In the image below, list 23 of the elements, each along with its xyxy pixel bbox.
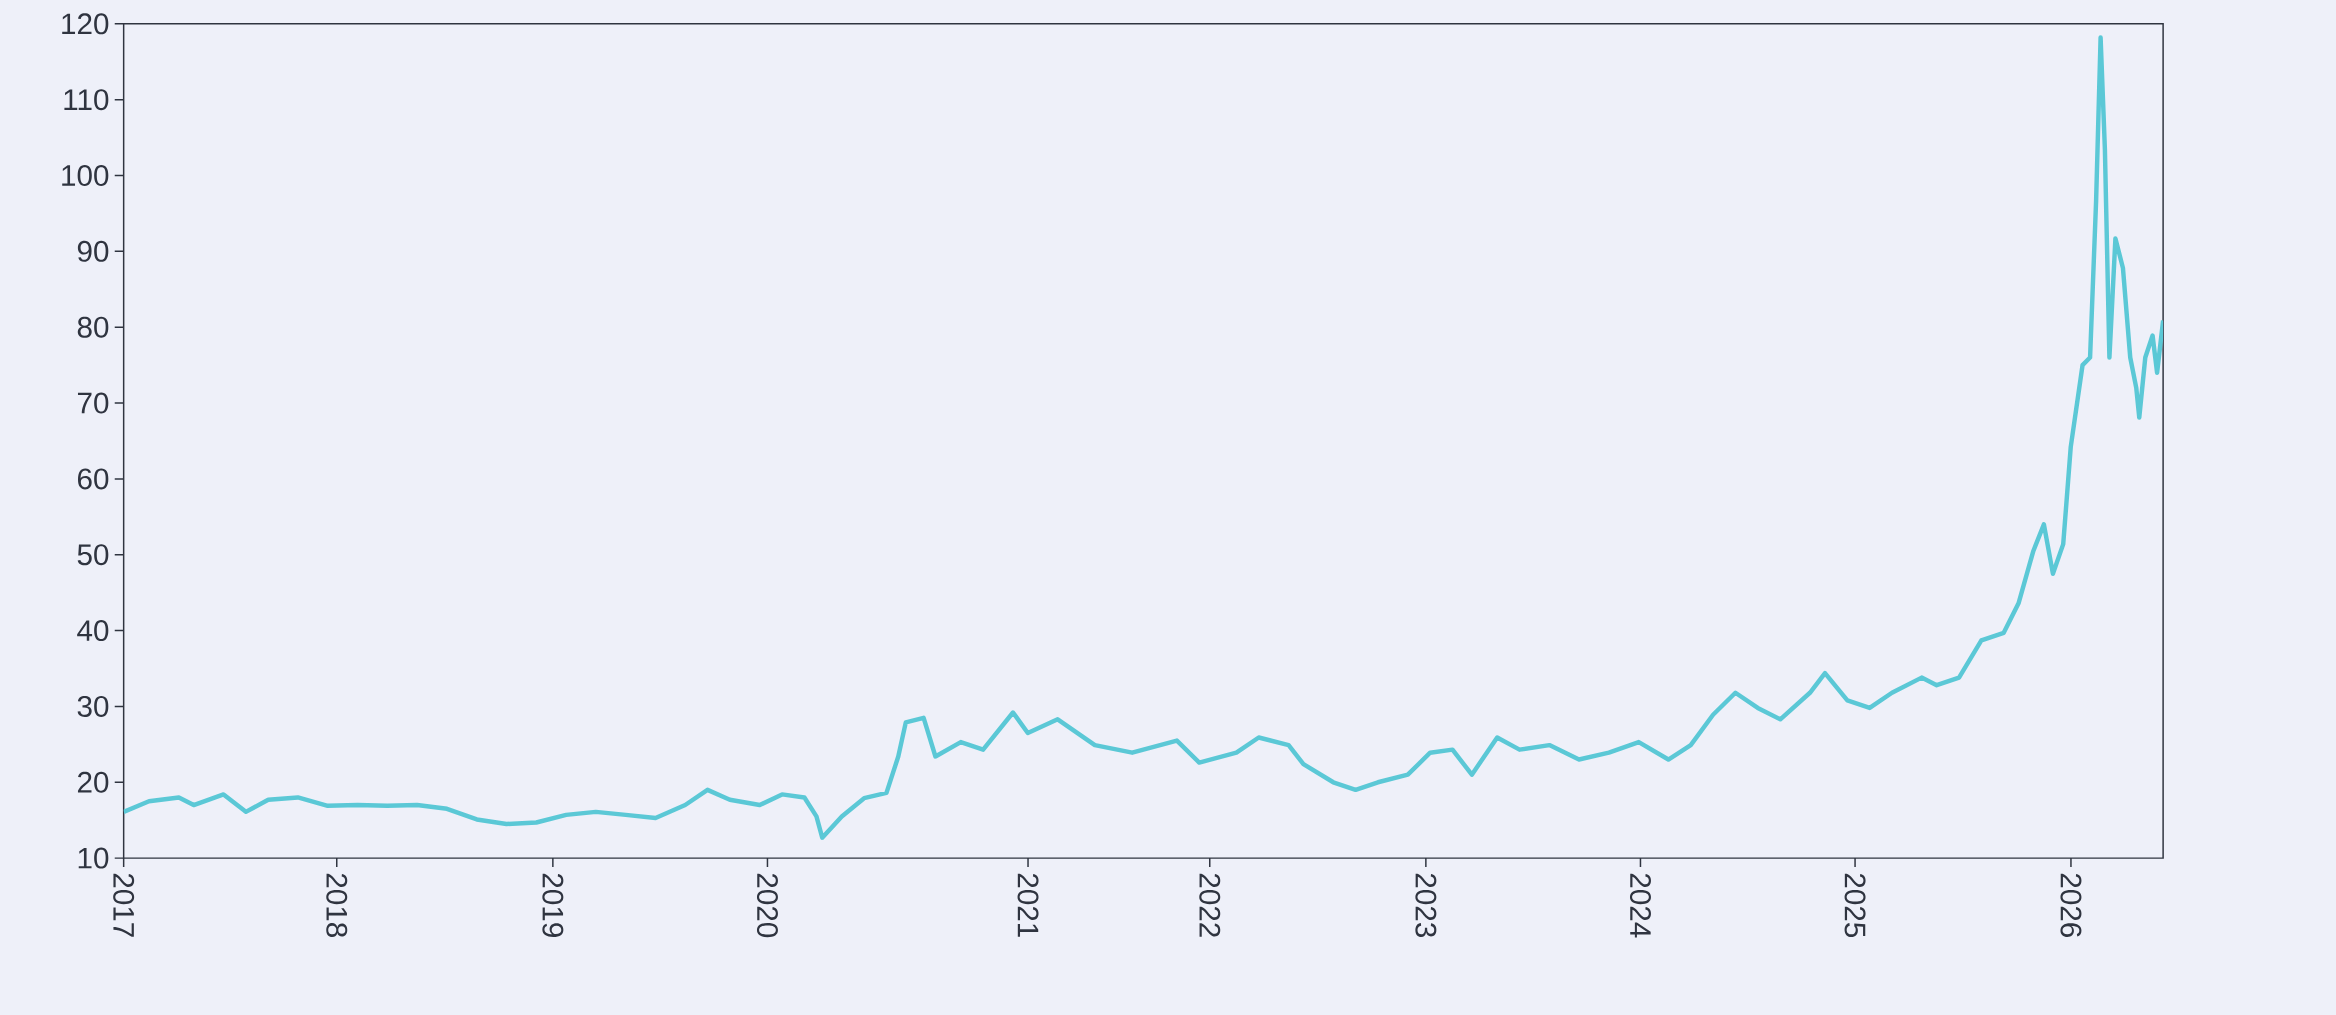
y-tick-label: 120 [62, 13, 109, 35]
y-tick-label: 10 [78, 847, 109, 869]
y-tick-label: 60 [77, 468, 109, 490]
x-tick-label: 2017 [113, 874, 135, 938]
y-tick-label: 40 [77, 620, 109, 642]
x-tick-label: 2023 [1415, 874, 1437, 938]
y-tick-label: 100 [62, 165, 109, 187]
x-tick-label: 2021 [1017, 874, 1039, 938]
y-tick-label: 50 [77, 544, 109, 566]
x-tick-label: 2026 [2060, 874, 2082, 938]
x-tick-label: 2022 [1199, 874, 1221, 938]
x-tick-label: 2025 [1844, 874, 1866, 938]
line-series [123, 35, 2164, 841]
x-tick-label: 2024 [1629, 874, 1651, 938]
y-tick-label: 90 [77, 241, 109, 263]
y-tick-label: 110 [64, 89, 109, 111]
x-tick-label: 2018 [326, 874, 348, 938]
x-tick-label: 2020 [756, 874, 778, 938]
x-tick-label: 2019 [542, 874, 564, 938]
y-tick-label: 30 [77, 696, 109, 718]
y-tick-label: 70 [77, 392, 109, 414]
y-tick-label: 20 [77, 772, 109, 793]
y-tick-label: 80 [77, 316, 109, 338]
